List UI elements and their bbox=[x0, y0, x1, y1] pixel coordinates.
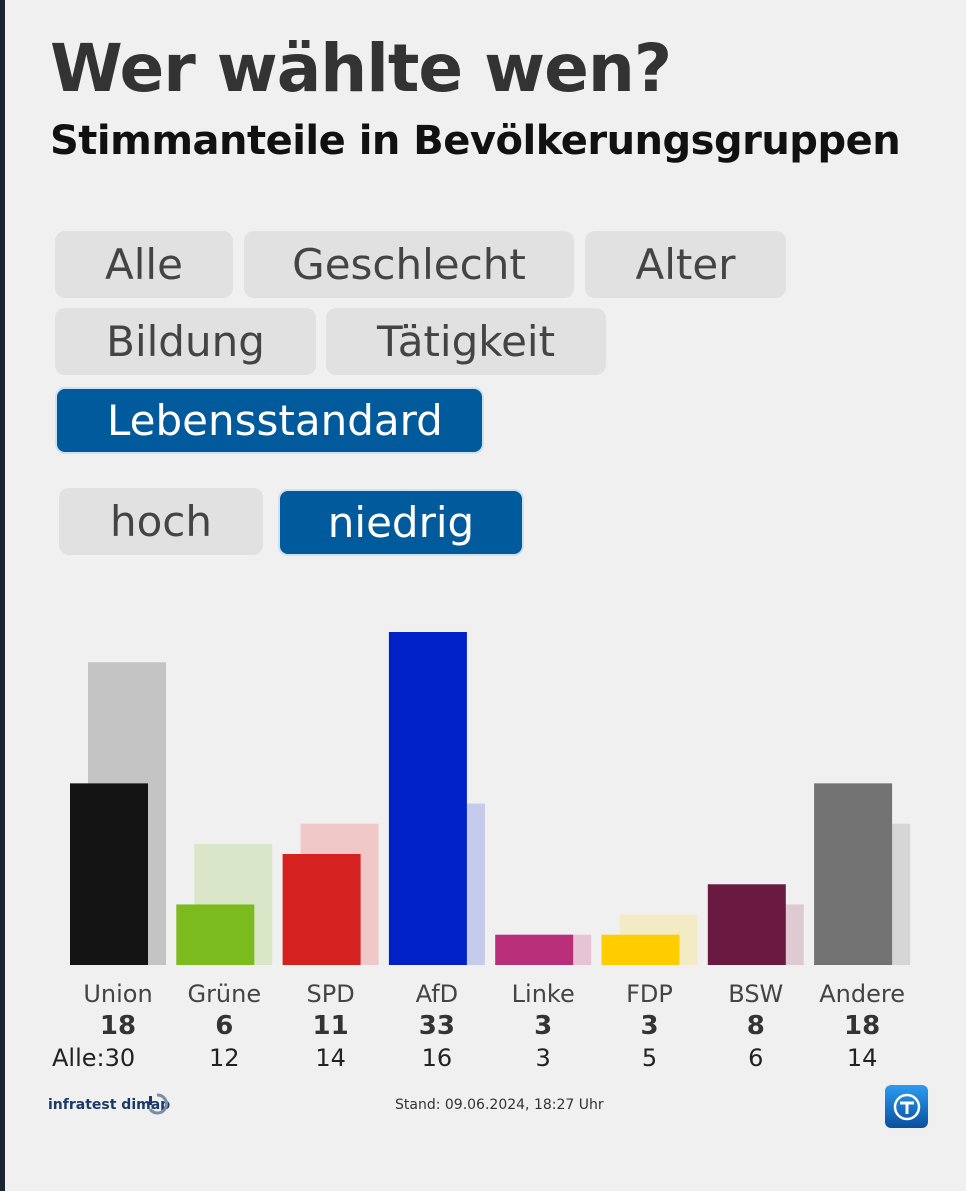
bar-niedrig-spd bbox=[282, 854, 361, 965]
bar-niedrig-bsw bbox=[707, 884, 786, 965]
value-label-bsw: 8 bbox=[747, 1011, 765, 1041]
category-label-linke: Linke bbox=[512, 980, 575, 1008]
category-label-union: Union bbox=[83, 980, 152, 1008]
bar-niedrig-union bbox=[70, 783, 148, 965]
option-hoch-button[interactable]: hoch bbox=[59, 488, 263, 555]
value-label-fdp: 3 bbox=[640, 1011, 658, 1041]
group-bars bbox=[70, 632, 893, 965]
value-label-spd: 11 bbox=[313, 1011, 349, 1041]
alle-value-label-spd: 14 bbox=[315, 1044, 346, 1072]
page-title: Wer wählte wen? bbox=[50, 30, 672, 107]
filter-lebensstandard-button[interactable]: Lebensstandard bbox=[55, 387, 484, 454]
alle-value-label-linke: 3 bbox=[536, 1044, 551, 1072]
filter-geschlecht-button[interactable]: Geschlecht bbox=[244, 231, 574, 298]
filter-alle-button[interactable]: Alle bbox=[55, 231, 233, 298]
alle-value-label-andere: 14 bbox=[847, 1044, 878, 1072]
globe-icon bbox=[893, 1093, 920, 1120]
alle-value-label-afd: 16 bbox=[422, 1044, 453, 1072]
category-label-bsw: BSW bbox=[728, 980, 783, 1008]
value-label-union: 18 bbox=[100, 1011, 136, 1041]
filter-bildung-button[interactable]: Bildung bbox=[55, 308, 316, 375]
option-niedrig-button[interactable]: niedrig bbox=[278, 489, 524, 556]
value-label-linke: 3 bbox=[534, 1011, 552, 1041]
filter-alter-button[interactable]: Alter bbox=[585, 231, 786, 298]
value-label-andere: 18 bbox=[844, 1011, 880, 1041]
category-label-afd: AfD bbox=[416, 980, 459, 1008]
category-labels: Union18Alle:30Grüne612SPD1114AfD3316Link… bbox=[52, 980, 905, 1072]
bar-niedrig-fdp bbox=[601, 934, 680, 965]
value-label-afd: 33 bbox=[419, 1011, 455, 1041]
alle-value-label-gr-ne: 12 bbox=[209, 1044, 240, 1072]
timestamp-label: Stand: 09.06.2024, 18:27 Uhr bbox=[395, 1097, 604, 1113]
infratest-logo-icon bbox=[148, 1093, 168, 1115]
bar-niedrig-andere bbox=[814, 783, 893, 965]
tagesschau-logo-icon bbox=[885, 1085, 928, 1128]
alle-value-label-fdp: 5 bbox=[642, 1044, 657, 1072]
category-label-spd: SPD bbox=[307, 980, 355, 1008]
alle-value-label-union: Alle:30 bbox=[52, 1044, 135, 1072]
category-label-fdp: FDP bbox=[626, 980, 673, 1008]
alle-value-label-bsw: 6 bbox=[748, 1044, 763, 1072]
left-edge-bar bbox=[0, 0, 5, 1191]
category-label-andere: Andere bbox=[819, 980, 905, 1008]
vote-share-bar-chart: Union18Alle:30Grüne612SPD1114AfD3316Link… bbox=[52, 632, 911, 1072]
source-label: infratest dimap bbox=[48, 1097, 171, 1113]
category-label-gr-ne: Grüne bbox=[187, 980, 261, 1008]
page-subtitle: Stimmanteile in Bevölkerungsgruppen bbox=[50, 118, 901, 164]
bar-niedrig-gr-ne bbox=[176, 904, 255, 965]
value-label-gr-ne: 6 bbox=[215, 1011, 233, 1041]
bar-niedrig-linke bbox=[495, 934, 574, 965]
filter-taetigkeit-button[interactable]: Tätigkeit bbox=[326, 308, 606, 375]
bar-niedrig-afd bbox=[388, 632, 467, 965]
